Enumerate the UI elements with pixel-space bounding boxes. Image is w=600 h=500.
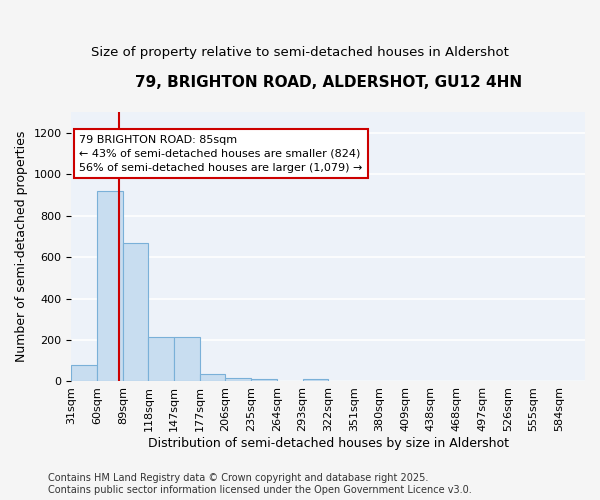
- Bar: [200, 374, 226, 382]
- Bar: [226, 378, 251, 382]
- Bar: [251, 380, 277, 382]
- Title: 79, BRIGHTON ROAD, ALDERSHOT, GU12 4HN: 79, BRIGHTON ROAD, ALDERSHOT, GU12 4HN: [134, 75, 522, 90]
- Text: Size of property relative to semi-detached houses in Aldershot: Size of property relative to semi-detach…: [91, 46, 509, 59]
- Y-axis label: Number of semi-detached properties: Number of semi-detached properties: [15, 131, 28, 362]
- Bar: [174, 337, 200, 382]
- Bar: [123, 242, 148, 382]
- Bar: [148, 337, 174, 382]
- Bar: [302, 380, 328, 382]
- Bar: [71, 365, 97, 382]
- Bar: [97, 191, 123, 382]
- X-axis label: Distribution of semi-detached houses by size in Aldershot: Distribution of semi-detached houses by …: [148, 437, 509, 450]
- Text: 79 BRIGHTON ROAD: 85sqm
← 43% of semi-detached houses are smaller (824)
56% of s: 79 BRIGHTON ROAD: 85sqm ← 43% of semi-de…: [79, 135, 362, 173]
- Text: Contains HM Land Registry data © Crown copyright and database right 2025.
Contai: Contains HM Land Registry data © Crown c…: [48, 474, 472, 495]
